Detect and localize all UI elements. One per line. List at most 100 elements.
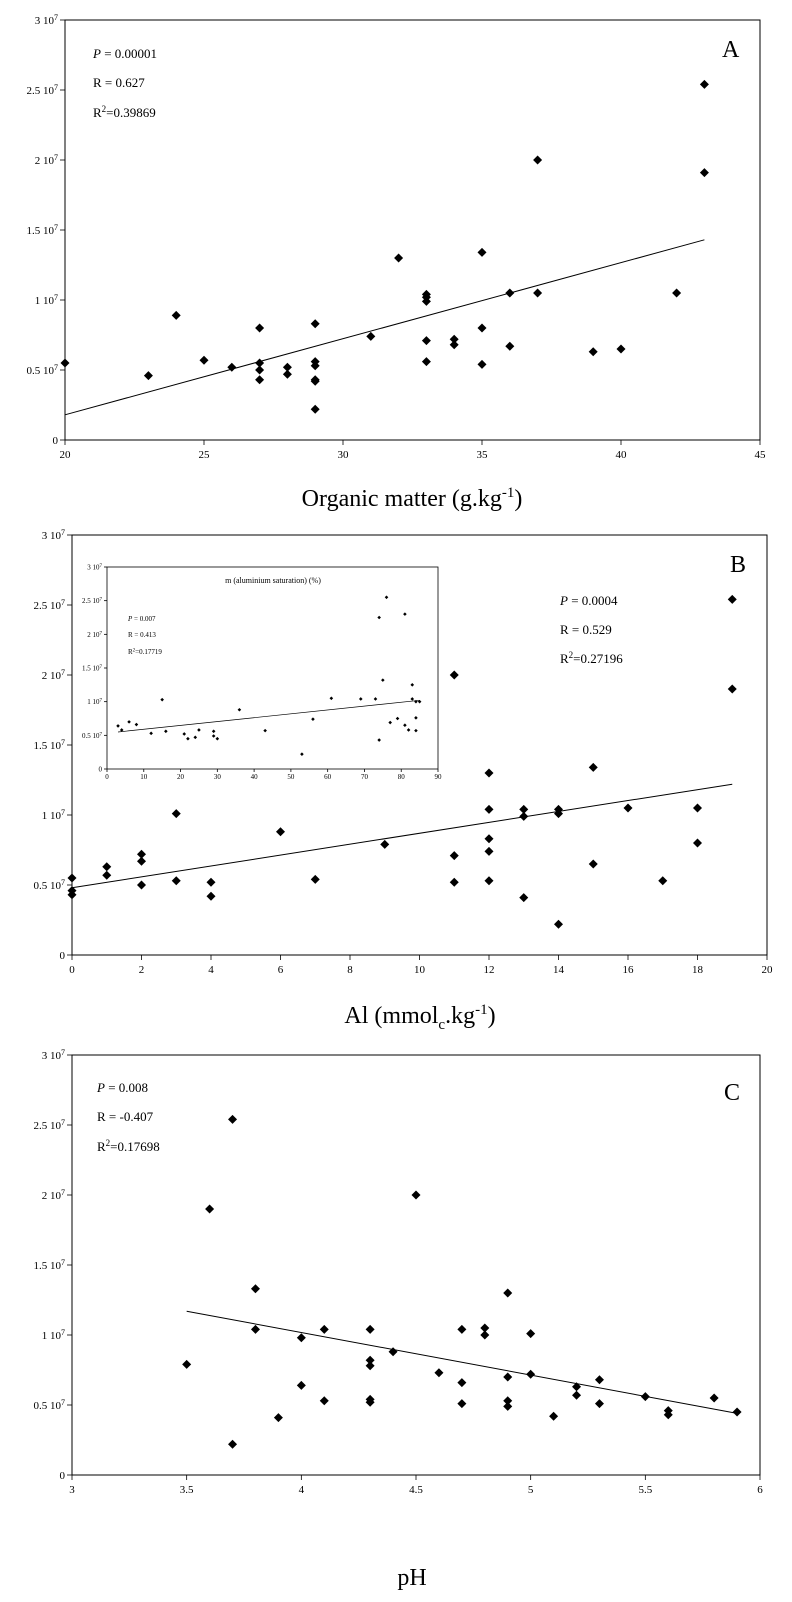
data-point xyxy=(484,804,494,814)
y-tick-label: 2 107 xyxy=(42,1188,65,1202)
stat-r2-lead: R xyxy=(128,648,133,656)
data-point xyxy=(699,79,709,89)
data-point xyxy=(102,862,112,872)
y-tick-base: 0 xyxy=(53,435,59,447)
data-point xyxy=(533,155,543,165)
data-point xyxy=(377,615,381,620)
stat-r2-sup: 2 xyxy=(133,649,136,654)
stat-r2-lead: R xyxy=(97,1139,106,1154)
stat-r-value: R = 0.529 xyxy=(560,622,612,637)
x-tick-label: 70 xyxy=(361,773,369,781)
data-point xyxy=(519,893,529,903)
data-point xyxy=(199,355,209,365)
y-tick-label: 1 107 xyxy=(87,698,102,706)
data-point xyxy=(384,595,389,600)
x-axis-label-end: ) xyxy=(514,486,522,512)
data-point xyxy=(533,288,543,298)
y-tick-exponent: 7 xyxy=(54,83,58,92)
y-tick-base: 0.5 10 xyxy=(27,365,55,377)
y-tick-exponent: 7 xyxy=(100,732,103,737)
panel-label: A xyxy=(722,37,740,63)
data-point xyxy=(503,1288,513,1298)
data-point xyxy=(549,1411,559,1421)
x-tick-label: 4.5 xyxy=(409,1484,423,1496)
x-tick-label: 16 xyxy=(623,964,635,976)
data-point xyxy=(137,880,146,890)
data-point xyxy=(403,723,407,728)
y-tick-base: 1.5 10 xyxy=(27,225,55,237)
x-tick-label: 6 xyxy=(278,964,284,976)
data-point xyxy=(421,357,431,367)
data-point xyxy=(572,1390,582,1400)
y-tick-base: 0.5 10 xyxy=(34,1400,62,1412)
stat-r2-sup: 2 xyxy=(569,650,574,660)
y-tick-base: 1 10 xyxy=(35,295,55,307)
x-axis-label-sup: -1 xyxy=(502,485,515,501)
data-point xyxy=(554,809,563,819)
x-tick-label: 40 xyxy=(616,449,628,461)
trend-line xyxy=(64,239,705,416)
data-point xyxy=(160,697,164,702)
data-point xyxy=(519,811,529,821)
data-point xyxy=(477,359,487,369)
stat-p-value: P = 0.008 xyxy=(96,1080,148,1095)
stat-p-text: = 0.0004 xyxy=(568,593,618,608)
stat-r2-rest: =0.27196 xyxy=(573,651,623,666)
data-point xyxy=(186,736,190,741)
y-tick-base: 3 10 xyxy=(42,1050,62,1062)
data-point xyxy=(588,859,598,869)
data-point xyxy=(164,729,168,734)
data-point xyxy=(255,375,265,385)
data-point xyxy=(149,731,153,736)
x-tick-label: 80 xyxy=(398,773,406,781)
y-tick-exponent: 7 xyxy=(61,808,65,817)
data-point xyxy=(640,1392,650,1402)
y-tick-base: 2.5 10 xyxy=(34,1120,62,1132)
data-point xyxy=(457,1399,467,1409)
data-point xyxy=(206,891,216,901)
stat-p-symbol: P xyxy=(92,46,101,61)
data-point xyxy=(365,1324,375,1334)
y-tick-exponent: 7 xyxy=(54,293,58,302)
data-point xyxy=(449,340,459,350)
data-point xyxy=(215,736,220,741)
data-point xyxy=(211,734,216,738)
data-point xyxy=(484,876,494,886)
x-axis-label-mid: .kg xyxy=(445,1003,475,1029)
y-tick-base: 3 10 xyxy=(42,530,62,542)
stat-r2-rest: =0.17698 xyxy=(110,1139,160,1154)
y-tick-label: 0.5 107 xyxy=(82,732,103,740)
data-point xyxy=(503,1396,513,1406)
x-tick-label: 40 xyxy=(251,773,259,781)
x-axis-label-main: Organic matter (g.kg xyxy=(302,486,502,512)
x-tick-label: 14 xyxy=(553,964,565,976)
plot-frame xyxy=(106,566,439,770)
y-tick-exponent: 7 xyxy=(61,738,65,747)
data-point xyxy=(228,1114,238,1124)
data-point xyxy=(388,1347,398,1357)
data-point xyxy=(171,310,181,320)
data-point xyxy=(403,612,407,616)
data-point xyxy=(572,1382,582,1392)
data-point xyxy=(211,729,216,734)
data-point xyxy=(116,724,120,728)
y-tick-base: 1.5 10 xyxy=(34,740,62,752)
y-tick-base: 0.5 10 xyxy=(34,880,62,892)
plot-frame xyxy=(71,1054,761,1476)
y-tick-exponent: 7 xyxy=(61,528,65,537)
y-tick-exponent: 7 xyxy=(61,1258,65,1267)
x-tick-label: 20 xyxy=(60,449,72,461)
data-point xyxy=(263,728,267,733)
data-point xyxy=(417,699,422,704)
y-tick-exponent: 7 xyxy=(54,363,58,372)
data-point xyxy=(421,296,431,306)
data-point xyxy=(373,697,378,701)
data-point xyxy=(395,716,400,721)
y-tick-label: 3 107 xyxy=(35,13,58,27)
data-point xyxy=(699,168,709,178)
data-point xyxy=(623,803,633,813)
data-point xyxy=(377,738,381,742)
data-point xyxy=(310,361,320,371)
y-tick-label: 3 107 xyxy=(42,528,65,542)
